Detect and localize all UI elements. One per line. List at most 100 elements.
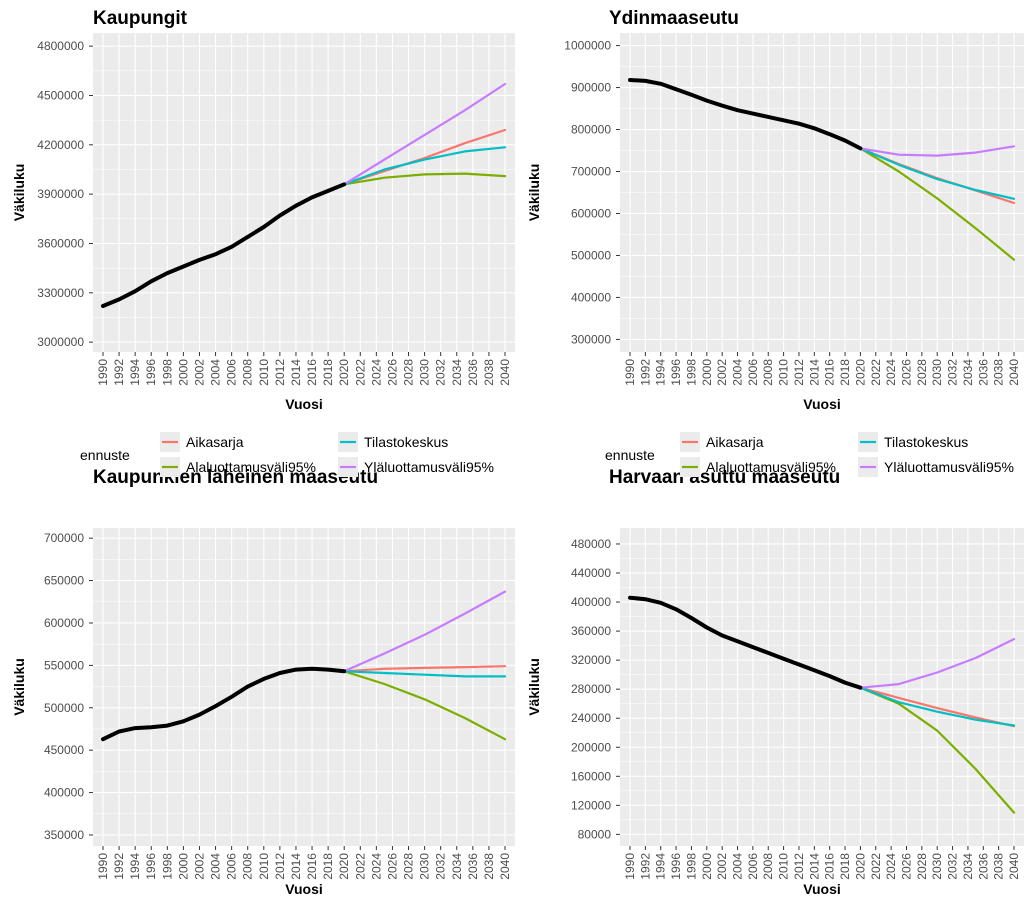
legend-entry-label: Alaluottamusväli95% (706, 459, 836, 475)
y-tick-label: 120000 (571, 798, 611, 812)
x-tick-label: 1992 (112, 853, 126, 880)
y-tick-label: 400000 (571, 595, 611, 609)
y-tick-label: 240000 (571, 711, 611, 725)
x-tick-label: 2034 (961, 853, 975, 880)
x-tick-label: 2010 (257, 359, 271, 386)
x-tick-label: 2006 (225, 359, 239, 386)
x-tick-label: 2006 (225, 853, 239, 880)
x-tick-label: 2028 (402, 359, 416, 386)
y-axis-label: Väkiluku (11, 164, 27, 222)
x-tick-label: 2012 (273, 853, 287, 880)
x-tick-label: 2002 (192, 853, 206, 880)
x-tick-label: 2038 (482, 359, 496, 386)
x-tick-label: 2004 (731, 359, 745, 386)
x-tick-label: 2040 (1007, 853, 1021, 880)
x-tick-label: 1992 (638, 359, 652, 386)
x-tick-label: 2010 (257, 853, 271, 880)
x-tick-label: 2014 (289, 359, 303, 386)
panel-title: Ydinmaaseutu (609, 8, 739, 29)
x-tick-label: 2000 (176, 853, 190, 880)
x-tick-label: 2038 (482, 853, 496, 880)
series-line-Yläluottamusväli95% (859, 637, 1016, 689)
x-tick-label: 2020 (853, 853, 867, 880)
legend-entry-label: Yläluottamusväli95% (884, 459, 1014, 475)
y-tick-label: 650000 (44, 574, 84, 588)
x-tick-label: 2038 (992, 853, 1006, 880)
x-tick-label: 1998 (160, 359, 174, 386)
y-tick-label: 160000 (571, 769, 611, 783)
x-axis-label: Vuosi (285, 396, 323, 412)
series-line-Tilastokeskus (343, 146, 507, 186)
x-tick-label: 1996 (144, 853, 158, 880)
x-tick-label: 2012 (273, 359, 287, 386)
y-tick-label: 1000000 (564, 39, 611, 53)
x-tick-label: 2026 (899, 359, 913, 386)
y-tick-label: 700000 (571, 165, 611, 179)
panel-background (93, 528, 515, 846)
x-tick-label: 1998 (684, 853, 698, 880)
x-tick-label: 2040 (498, 359, 512, 386)
y-tick-label: 300000 (571, 332, 611, 346)
historical-line (101, 666, 347, 742)
y-tick-label: 450000 (44, 743, 84, 757)
x-tick-label: 2016 (305, 359, 319, 386)
series-line-Tilastokeskus (343, 670, 507, 678)
x-tick-label: 2002 (192, 359, 206, 386)
x-tick-label: 2002 (715, 359, 729, 386)
series-line-Tilastokeskus (859, 686, 1016, 727)
y-tick-label: 3900000 (37, 187, 84, 201)
series-line-Tilastokeskus (859, 147, 1016, 200)
chart-panel-2: 300000 400000 500000 600000 700000 800000 9000… (526, 8, 1024, 412)
y-tick-label: 440000 (571, 566, 611, 580)
y-axis-label: Väkiluku (526, 658, 542, 716)
legend-title: ennuste (80, 447, 130, 463)
x-tick-label: 2000 (700, 853, 714, 880)
x-tick-label: 2036 (976, 359, 990, 386)
legend-entry-label: Aikasarja (186, 434, 244, 450)
x-tick-label: 2014 (807, 853, 821, 880)
y-tick-label: 500000 (571, 248, 611, 262)
x-tick-label: 2000 (176, 359, 190, 386)
series-line-Aikasarja (859, 686, 1016, 728)
y-axis-label: Väkiluku (526, 164, 542, 222)
legend-entry-label: Aikasarja (706, 434, 764, 450)
x-tick-label: 2032 (946, 853, 960, 880)
legend-2: ennuste Aikasarja Alaluottamusväli95% Tilas… (605, 432, 1014, 477)
x-tick-label: 1992 (112, 359, 126, 386)
x-tick-label: 2020 (337, 853, 351, 880)
y-tick-label: 350000 (44, 828, 84, 842)
x-tick-label: 2028 (402, 853, 416, 880)
x-tick-label: 2024 (884, 359, 898, 386)
x-tick-label: 1992 (638, 853, 652, 880)
series-line-Yläluottamusväli95% (343, 590, 507, 673)
x-tick-label: 1990 (96, 853, 110, 880)
x-tick-label: 1990 (96, 359, 110, 386)
x-tick-label: 2010 (777, 853, 791, 880)
historical-line (628, 78, 863, 151)
x-tick-label: 2018 (321, 853, 335, 880)
x-tick-label: 1994 (654, 359, 668, 386)
y-tick-label: 3000000 (37, 335, 84, 349)
x-tick-label: 2022 (353, 853, 367, 880)
x-tick-label: 2026 (899, 853, 913, 880)
x-tick-label: 2008 (761, 359, 775, 386)
y-tick-label: 550000 (44, 658, 84, 672)
y-tick-label: 600000 (44, 616, 84, 630)
y-tick-label: 80000 (578, 827, 612, 841)
x-tick-label: 2032 (434, 853, 448, 880)
x-tick-label: 2034 (961, 359, 975, 386)
chart-panel-4: 80000 120000 160000 200000 240000 280000 32000… (526, 467, 1024, 897)
x-tick-label: 2026 (385, 853, 399, 880)
panel-background (620, 528, 1024, 846)
y-tick-label: 500000 (44, 701, 84, 715)
x-tick-label: 2028 (915, 853, 929, 880)
historical-line (628, 595, 863, 690)
x-tick-label: 2022 (869, 359, 883, 386)
x-tick-label: 2038 (992, 359, 1006, 386)
series-line-Yläluottamusväli95% (859, 145, 1016, 157)
x-tick-label: 1994 (654, 853, 668, 880)
y-tick-label: 3300000 (37, 286, 84, 300)
x-tick-label: 2036 (466, 359, 480, 386)
x-tick-label: 2030 (418, 359, 432, 386)
x-tick-label: 2012 (792, 853, 806, 880)
